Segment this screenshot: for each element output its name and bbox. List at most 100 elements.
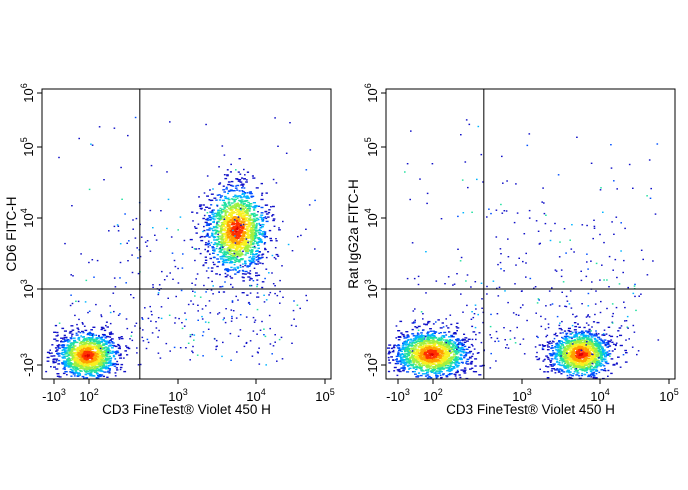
event-dot	[231, 245, 234, 247]
event-dot	[102, 327, 105, 330]
event-dot	[245, 241, 248, 243]
event-dot	[89, 373, 93, 376]
event-dot	[557, 354, 561, 357]
event-dot	[422, 358, 425, 361]
event-dot	[76, 361, 80, 363]
event-dot	[196, 273, 199, 275]
event-dot	[212, 235, 216, 238]
event-dot	[416, 367, 419, 369]
event-dot	[135, 217, 138, 220]
event-dot	[466, 358, 470, 360]
event-dot	[224, 244, 228, 246]
event-dot	[279, 279, 281, 282]
event-dot	[58, 353, 61, 355]
event-dot	[412, 366, 415, 368]
event-dot	[70, 294, 72, 296]
event-dot	[236, 197, 239, 199]
event-dot	[174, 322, 176, 324]
event-dot	[549, 360, 553, 362]
event-dot	[225, 251, 229, 253]
event-dot	[227, 220, 231, 223]
event-dot	[457, 339, 460, 341]
event-dot	[428, 362, 431, 364]
event-dot	[255, 234, 258, 237]
event-dot	[267, 211, 271, 214]
event-dot	[466, 340, 469, 342]
event-dot	[88, 338, 92, 340]
event-dot	[247, 276, 251, 278]
event-dot	[454, 375, 457, 377]
event-dot	[269, 327, 271, 330]
event-dot	[55, 360, 58, 362]
event-dot	[84, 339, 87, 341]
event-dot	[256, 296, 258, 298]
event-dot	[414, 349, 417, 351]
event-dot	[218, 241, 221, 243]
event-dot	[70, 359, 73, 361]
event-dot	[442, 345, 446, 347]
event-dot	[84, 361, 88, 363]
event-dot	[178, 317, 180, 320]
event-dot	[226, 244, 229, 246]
event-dot	[73, 345, 77, 347]
event-dot	[120, 363, 124, 366]
event-dot	[203, 236, 206, 238]
event-dot	[281, 265, 283, 267]
event-dot	[443, 359, 446, 361]
event-dot	[439, 355, 443, 357]
event-dot	[420, 361, 423, 363]
event-dot	[238, 206, 241, 208]
event-dot	[223, 218, 226, 220]
event-dot	[219, 250, 222, 252]
event-dot	[402, 346, 405, 349]
event-dot	[413, 366, 416, 368]
event-dot	[261, 194, 263, 196]
event-dot	[416, 375, 420, 377]
event-dot	[71, 335, 73, 337]
event-dot	[282, 220, 284, 223]
event-dot	[402, 348, 406, 350]
event-dot	[255, 217, 259, 219]
event-dot	[245, 240, 248, 242]
event-dot	[71, 355, 74, 357]
event-dot	[218, 273, 221, 276]
event-dot	[235, 213, 239, 216]
event-dot	[293, 318, 295, 320]
event-dot	[80, 350, 84, 352]
event-dot	[103, 351, 106, 354]
event-dot	[415, 356, 419, 358]
event-dot	[581, 368, 584, 370]
event-dot	[93, 362, 97, 364]
event-dot	[224, 222, 227, 225]
event-dot	[203, 225, 205, 228]
event-dot	[447, 346, 451, 348]
event-dot	[68, 360, 71, 362]
event-dot	[429, 356, 431, 359]
event-dot	[572, 359, 574, 361]
event-dot	[50, 352, 53, 354]
event-dot	[171, 252, 174, 254]
event-dot	[233, 225, 237, 227]
event-dot	[264, 277, 266, 280]
event-dot	[230, 216, 233, 218]
event-dot	[228, 207, 231, 210]
event-dot	[101, 346, 104, 349]
event-dot	[455, 360, 458, 362]
event-dot	[470, 343, 473, 346]
event-dot	[434, 346, 438, 349]
event-dot	[131, 331, 133, 333]
event-dot	[390, 347, 393, 350]
event-dot	[223, 253, 227, 256]
event-dot	[459, 376, 462, 379]
event-dot	[272, 219, 275, 222]
event-dot	[56, 331, 59, 334]
event-dot	[446, 361, 449, 363]
event-dot	[456, 369, 459, 372]
event-dot	[159, 357, 162, 359]
event-dot	[260, 206, 264, 209]
event-dot	[214, 232, 218, 234]
event-dot	[77, 374, 79, 376]
event-dot	[127, 347, 131, 350]
event-dot	[586, 359, 589, 362]
event-dot	[220, 227, 223, 229]
